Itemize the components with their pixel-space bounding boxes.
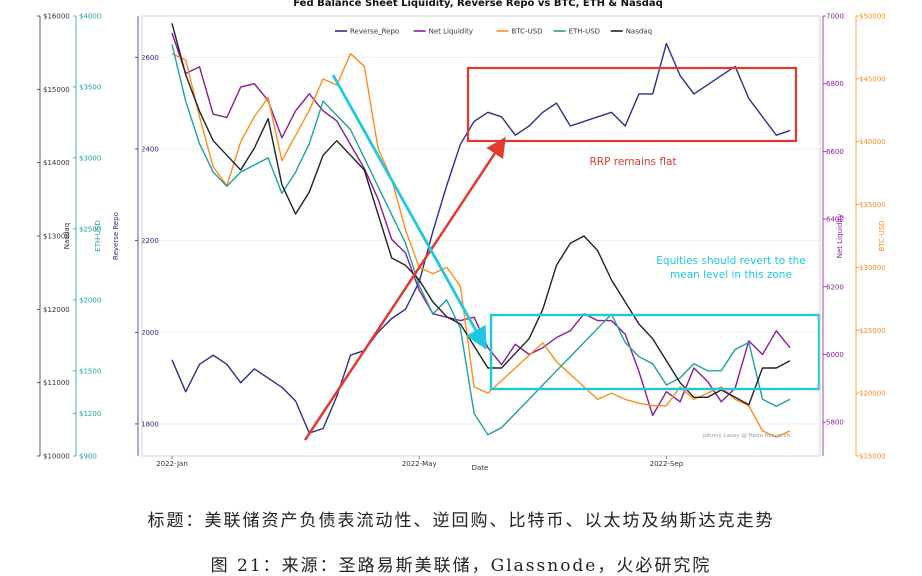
btc-tick-label: $40000 xyxy=(859,138,886,146)
netliq-tick-label: 6800 xyxy=(826,80,844,88)
eth-tick-label: $3000 xyxy=(79,154,101,162)
rrp-tick-label: 2600 xyxy=(141,54,159,62)
rrp-tick-label: 2200 xyxy=(141,237,159,245)
series-line-btc-usd xyxy=(171,53,791,438)
eth-tick-label: $1500 xyxy=(79,367,101,375)
legend-label: Nasdaq xyxy=(626,28,652,36)
equities-revert-annotation: Equities should revert to the mean level … xyxy=(656,255,805,281)
legend-label: ETH-USD xyxy=(569,28,600,36)
nasdaq-tick-label: $13000 xyxy=(43,233,70,241)
eth-tick-label: $3500 xyxy=(79,83,101,91)
x-tick-label: 2022-May xyxy=(402,460,437,468)
right-axes: 5800 6000 6200 6400 6600 6800 7000 Net Liquidit… xyxy=(822,13,886,461)
btc-tick-label: $35000 xyxy=(859,201,886,209)
netliq-tick-label: 6200 xyxy=(826,283,844,291)
chart-title: Fed Balance Sheet Liquidity, Reverse Rep… xyxy=(293,0,663,9)
nasdaq-tick-label: $11000 xyxy=(43,379,70,387)
legend-label: BTC-USD xyxy=(512,28,543,36)
btc-tick-label: $45000 xyxy=(859,75,886,83)
eth-tick-label: $1200 xyxy=(79,410,101,418)
chart: $10000 $11000 $12000 $13000 $14000 $15000 $160… xyxy=(37,0,886,472)
nasdaq-tick-label: $16000 xyxy=(43,13,70,21)
x-tick-label: 2022-Jan xyxy=(156,460,188,468)
btc-tick-label: $50000 xyxy=(859,13,886,21)
nasdaq-tick-label: $15000 xyxy=(43,86,70,94)
eth-tick-label: $2000 xyxy=(79,296,101,304)
series-lines xyxy=(171,23,791,438)
x-axis: 2022-Jan 2022-May 2022-Sep xyxy=(156,456,684,468)
legend-label: Reverse_Repo xyxy=(350,28,399,36)
figure-title-caption: 标题：美联储资产负债表流动性、逆回购、比特币、以太坊及纳斯达克走势 xyxy=(147,511,775,531)
plot-frame xyxy=(141,15,821,457)
netliq-tick-label: 6000 xyxy=(826,351,844,359)
netliq-tick-label: 6600 xyxy=(826,148,844,156)
netliq-tick-label: 6400 xyxy=(826,216,844,224)
watermark: Johnny Lacey @ Hedo Research xyxy=(702,433,790,439)
x-tick-label: 2022-Sep xyxy=(650,460,684,468)
btc-tick-label: $30000 xyxy=(859,264,886,272)
series-line-eth-usd xyxy=(171,44,791,436)
btc-tick-label: $25000 xyxy=(859,327,886,335)
eth-tick-label: $4000 xyxy=(79,13,101,21)
btc-tick-label: $15000 xyxy=(859,453,886,461)
legend-label: Net Liquidity xyxy=(429,28,473,36)
netliq-axis-title: Net Liquidity xyxy=(836,214,844,258)
annotations: RRP remains flat Equities should revert t… xyxy=(303,66,821,441)
rrp-flat-highlight-box xyxy=(466,66,798,143)
btc-axis-title: BTC-USD xyxy=(878,220,886,251)
btc-tick-label: $20000 xyxy=(859,390,886,398)
nasdaq-tick-label: $10000 xyxy=(43,453,70,461)
rrp-flat-annotation: RRP remains flat xyxy=(589,156,676,168)
gridlines xyxy=(142,56,820,425)
red-trend-arrow xyxy=(303,136,506,441)
figure-source-caption: 图 21：来源：圣路易斯美联储，Glassnode，火必研究院 xyxy=(210,556,712,576)
x-axis-title: Date xyxy=(472,464,489,472)
rrp-tick-label: 1800 xyxy=(141,420,159,428)
equities-mean-zone-box xyxy=(489,313,821,391)
series-line-nasdaq xyxy=(171,23,791,406)
nasdaq-axis-title: Nasdaq xyxy=(63,223,71,249)
eth-tick-label: $2500 xyxy=(79,225,101,233)
eth-tick-label: $900 xyxy=(79,453,97,461)
nasdaq-tick-label: $12000 xyxy=(43,306,70,314)
netliq-tick-label: 7000 xyxy=(826,13,844,21)
legend: Reverse_Repo Net Liquidity BTC-USD ETH-USD N… xyxy=(335,28,652,36)
rrp-axis-title: Reverse Repo xyxy=(112,212,120,260)
rrp-tick-label: 2000 xyxy=(141,329,159,337)
nasdaq-tick-label: $14000 xyxy=(43,159,70,167)
series-line-reverse-repo xyxy=(171,42,791,434)
left-axes: $10000 $11000 $12000 $13000 $14000 $15000 $160… xyxy=(37,13,159,461)
netliq-tick-label: 5800 xyxy=(826,419,844,427)
cyan-trend-arrow xyxy=(331,74,487,350)
rrp-tick-label: 2400 xyxy=(141,145,159,153)
eth-axis-title: ETH-USD xyxy=(94,220,102,251)
